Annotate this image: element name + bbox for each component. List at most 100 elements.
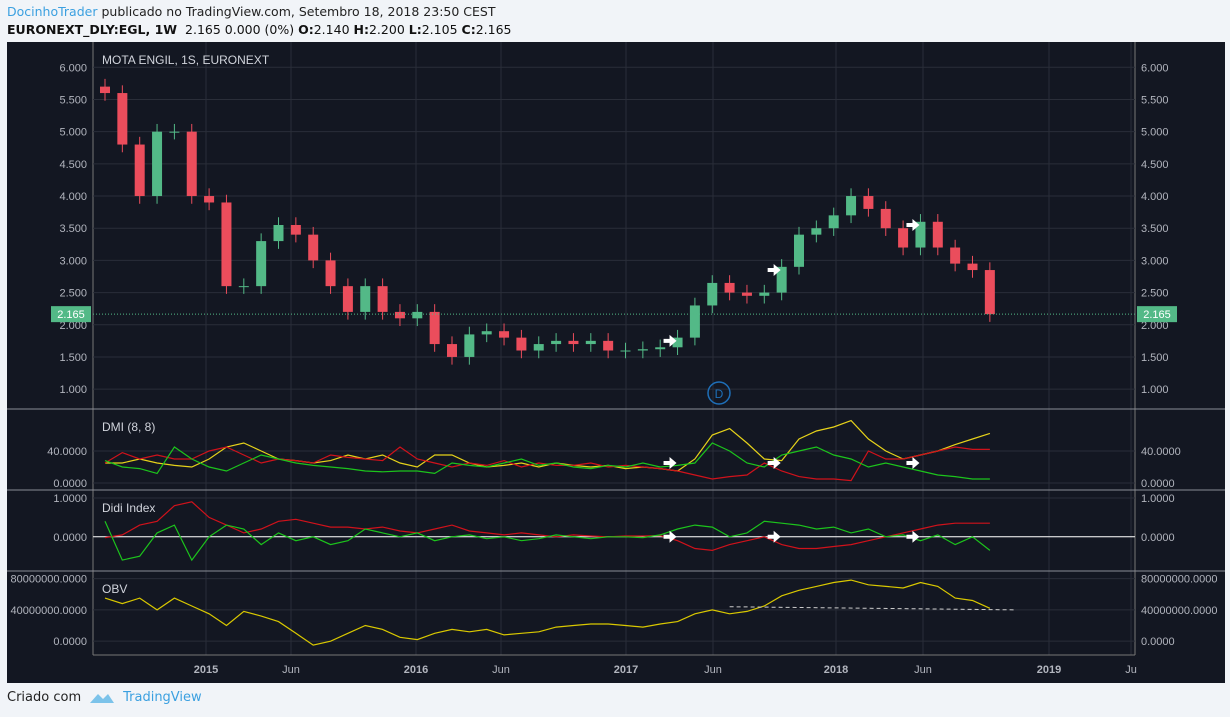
y-tick-label: 5.500	[59, 94, 87, 106]
candle	[412, 311, 423, 319]
high-label: H:	[353, 22, 369, 37]
last-price-badge-left	[51, 306, 91, 323]
pane-title: MOTA ENGIL, 1S, EURONEXT	[102, 53, 270, 67]
candle	[221, 202, 232, 287]
candle	[863, 196, 874, 209]
last-price-label: 2.165	[1143, 309, 1171, 321]
chart-svg[interactable]: 2015 Jun 2016 Jun 2017 Jun 2018 Jun 2019 Ju MOTA E…	[7, 42, 1225, 683]
candle	[846, 196, 857, 216]
y-tick-label: 2.000	[1141, 320, 1169, 332]
y-tick-label: 40.0000	[47, 446, 87, 458]
y-tick-label: 0.0000	[53, 478, 87, 490]
arrow-right-icon	[906, 530, 920, 543]
y-tick-label: 0.0000	[53, 532, 87, 544]
series-plus_di-line	[104, 520, 991, 562]
candle	[898, 228, 909, 248]
candle	[117, 93, 128, 145]
arrow-right-icon	[906, 457, 920, 469]
candle	[984, 270, 995, 315]
author-link[interactable]: DocinhoTrader	[7, 4, 98, 19]
y-tick-label: 1.500	[59, 352, 87, 364]
arrow-right-icon	[767, 264, 781, 277]
y-tick-label: 2.500	[59, 288, 87, 300]
pane-title: OBV	[102, 582, 127, 596]
arrow-right-icon	[663, 530, 677, 543]
candle	[551, 340, 562, 345]
x-tick-label: Jun	[914, 664, 932, 676]
candle	[447, 344, 457, 357]
arrow-right-icon	[663, 334, 677, 347]
candle	[186, 131, 197, 197]
tradingview-link[interactable]: TradingView	[123, 690, 202, 705]
candle	[585, 340, 596, 345]
y-tick-label: 0.0000	[53, 636, 87, 648]
y-tick-label: 1.0000	[1141, 493, 1175, 505]
candle	[204, 196, 215, 203]
y-tick-label: 40000000.0000	[1141, 605, 1217, 617]
candle	[707, 282, 718, 306]
arrow-right-icon	[767, 457, 781, 469]
high-value: 2.200	[368, 22, 405, 37]
candle	[689, 305, 700, 338]
candle	[724, 282, 735, 293]
candle	[360, 286, 371, 312]
pane-title: Didi Index	[102, 501, 155, 515]
candle	[741, 292, 752, 296]
y-tick-label: 5.000	[59, 127, 87, 139]
open-label: O:	[298, 22, 314, 37]
low-label: L:	[408, 22, 422, 37]
y-tick-label: 80000000.0000	[11, 574, 87, 586]
y-tick-label: 4.000	[59, 191, 87, 203]
y-tick-label: 0.0000	[1141, 636, 1175, 648]
y-tick-label: 5.500	[1141, 94, 1169, 106]
candle	[811, 228, 822, 235]
candle	[152, 131, 163, 197]
candle	[828, 215, 839, 229]
candle	[256, 241, 267, 287]
candle	[915, 221, 926, 248]
candle	[637, 349, 648, 351]
series-obv-line	[104, 579, 991, 646]
series-plus_di-line	[104, 442, 990, 480]
publish-text: publicado no TradingView.com, Setembro 1…	[101, 4, 496, 19]
x-tick-label: Jun	[704, 664, 722, 676]
y-tick-label: 1.000	[59, 384, 87, 396]
candle	[429, 311, 440, 345]
candle	[672, 337, 683, 348]
symbol: EURONEXT_DLY:EGL, 1W	[7, 22, 178, 37]
publish-info: DocinhoTrader publicado no TradingView.c…	[7, 4, 495, 19]
candle	[134, 144, 145, 197]
open-value: 2.140	[313, 22, 350, 37]
candle	[377, 286, 388, 312]
obv-trendline	[729, 606, 1016, 611]
candle	[325, 260, 336, 287]
series-minus_di-line	[104, 501, 990, 552]
arrow-right-icon	[663, 457, 677, 469]
candle	[464, 334, 475, 357]
y-tick-label: 4.000	[1141, 191, 1169, 203]
close-value: 2.165	[475, 22, 512, 37]
chart-panel[interactable]: 2015 Jun 2016 Jun 2017 Jun 2018 Jun 2019 Ju MOTA E…	[7, 42, 1225, 683]
candle	[950, 247, 961, 264]
y-tick-label: 6.000	[59, 62, 87, 74]
candle	[655, 347, 666, 350]
y-tick-label: 3.000	[1141, 255, 1169, 267]
candle	[481, 331, 492, 335]
dividend-marker-label: D	[715, 387, 724, 401]
candle	[394, 311, 405, 319]
x-tick-label: Jun	[492, 664, 510, 676]
y-tick-label: 1.500	[1141, 352, 1169, 364]
y-tick-label: 3.500	[59, 223, 87, 235]
y-tick-label: 0.0000	[1141, 478, 1175, 490]
symbol-info: EURONEXT_DLY:EGL, 1W 2.165 0.000 (0%) O:…	[7, 22, 512, 37]
arrow-right-icon	[906, 219, 920, 231]
x-tick-label: 2016	[404, 664, 428, 676]
candle	[533, 344, 544, 351]
x-tick-label: 2018	[824, 664, 848, 676]
candle	[342, 286, 353, 312]
y-tick-label: 1.0000	[53, 493, 87, 505]
candle	[290, 225, 301, 235]
dividend-marker-icon	[707, 381, 731, 405]
candle	[308, 234, 319, 261]
pane-title: DMI (8, 8)	[102, 420, 155, 434]
